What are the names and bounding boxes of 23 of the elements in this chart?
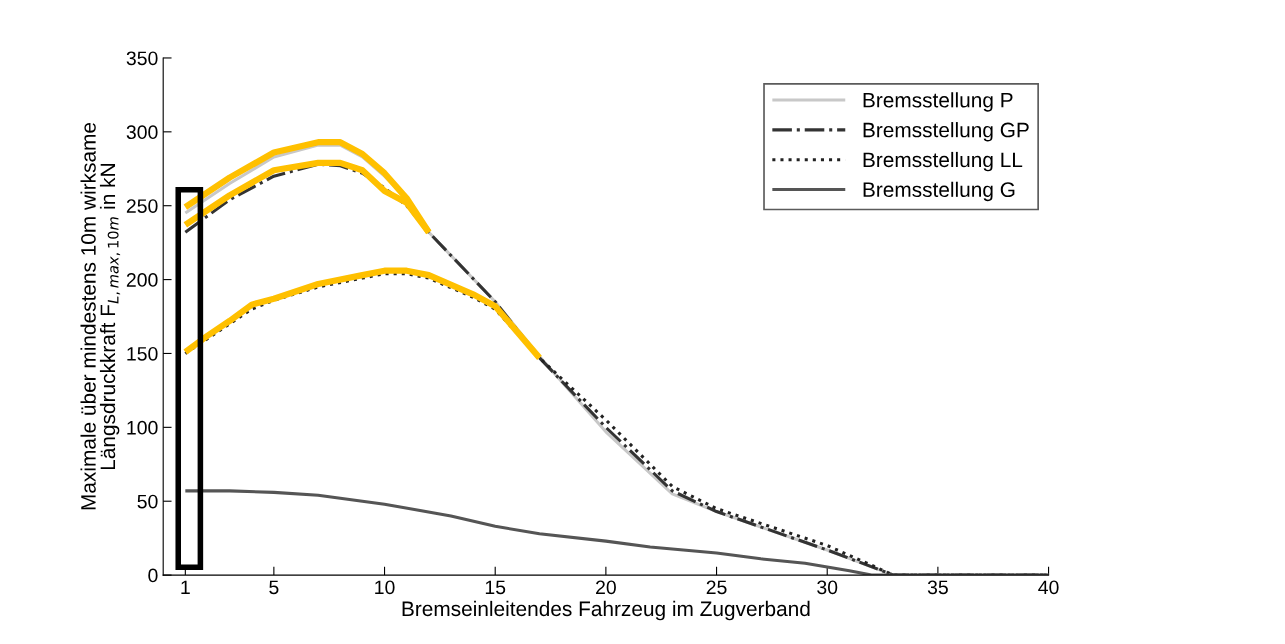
x-tick-label: 25 bbox=[706, 580, 727, 595]
y-tick-label: 100 bbox=[127, 420, 158, 435]
y-tick-label: 150 bbox=[127, 346, 158, 361]
x-tick-label: 20 bbox=[596, 580, 616, 595]
y-tick-label: 250 bbox=[126, 199, 158, 213]
legend-label: Bremsstellung LL bbox=[863, 151, 1023, 172]
legend-label: Bremsstellung P bbox=[863, 92, 1013, 112]
x-tick-label: 40 bbox=[1038, 580, 1059, 595]
x-tick-label: 10 bbox=[375, 580, 395, 595]
y-axis-title: Maximale über mindestens 10m wirksame Längsdruckkraft F$_{L,max,10m}$ in kN bbox=[80, 122, 121, 510]
y-tick-label: 50 bbox=[137, 494, 158, 509]
y-tick-label: 300 bbox=[126, 125, 158, 140]
y-tick-label: 0 bbox=[148, 568, 158, 583]
legend-label: Bremsstellung G bbox=[863, 181, 1015, 202]
x-tick-label: 5 bbox=[269, 580, 279, 595]
x-tick-label: 30 bbox=[817, 580, 838, 595]
x-tick-label: 35 bbox=[927, 580, 948, 595]
y-tick-label: 200 bbox=[126, 273, 158, 287]
legend-label: Bremsstellung GP bbox=[863, 122, 1029, 142]
y-tick-label: 350 bbox=[126, 51, 158, 66]
x-tick-label: 15 bbox=[485, 580, 506, 595]
x-tick-label: 1 bbox=[181, 580, 190, 595]
x-axis-title: Bremseinleitendes Fahrzeug im Zugverband bbox=[402, 600, 810, 621]
